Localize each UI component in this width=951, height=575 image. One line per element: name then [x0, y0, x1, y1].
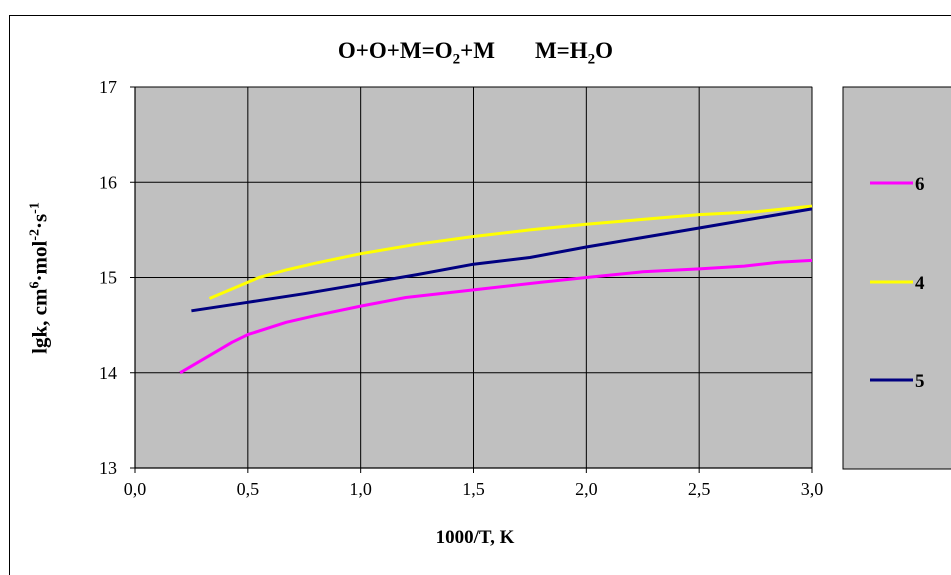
y-tick-label: 17: [99, 77, 117, 97]
title-part: +M: [460, 38, 495, 63]
y-tick-label: 13: [99, 458, 117, 478]
title-part: M=H: [534, 38, 588, 63]
y-tick-label: 15: [99, 268, 117, 288]
legend-label-4: 4: [915, 273, 925, 294]
x-tick-label: 1,0: [349, 479, 372, 499]
y-tick-label: 16: [99, 172, 117, 192]
legend-box: [842, 86, 951, 470]
x-axis-label: 1000/T, K: [435, 527, 515, 548]
chart-svg: 0,0 0,5 1,0 1,5 2,0 2,5 3,0 13 14 15 16 17 6 4 5: [99, 77, 951, 499]
chart-title: O+O+M=O2+M M=H2O: [0, 38, 951, 69]
series-line-6: [179, 258, 813, 375]
x-tick-label: 2,0: [575, 479, 598, 499]
x-tick-label: 0,5: [237, 479, 260, 499]
title-part: O: [595, 38, 614, 63]
x-tick-label: 2,5: [688, 479, 711, 499]
title-subscript: 2: [452, 51, 461, 68]
legend-label-5: 5: [915, 371, 925, 392]
x-tick-label: 0,0: [124, 479, 147, 499]
series-line-4: [208, 204, 813, 300]
y-tick-label: 14: [99, 363, 117, 383]
legend-label-6: 6: [915, 174, 925, 195]
x-tick-label: 1,5: [462, 479, 485, 499]
series-line-5: [191, 207, 813, 313]
title-subscript: 2: [587, 51, 596, 68]
title-part: O+O+M=O: [337, 38, 453, 63]
x-tick-label: 3,0: [801, 479, 824, 499]
